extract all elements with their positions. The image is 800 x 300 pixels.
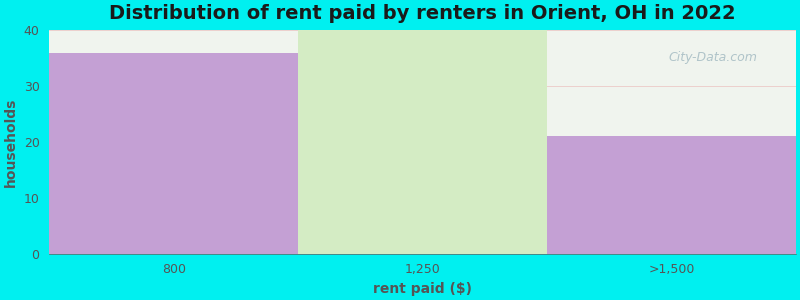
Bar (50, 52, 298, 253)
Y-axis label: households: households (4, 97, 18, 187)
Bar (298, 30, 547, 254)
X-axis label: rent paid ($): rent paid ($) (373, 282, 472, 296)
Bar (547, 136, 796, 254)
Text: City-Data.com: City-Data.com (669, 51, 758, 64)
Title: Distribution of rent paid by renters in Orient, OH in 2022: Distribution of rent paid by renters in … (110, 4, 736, 23)
